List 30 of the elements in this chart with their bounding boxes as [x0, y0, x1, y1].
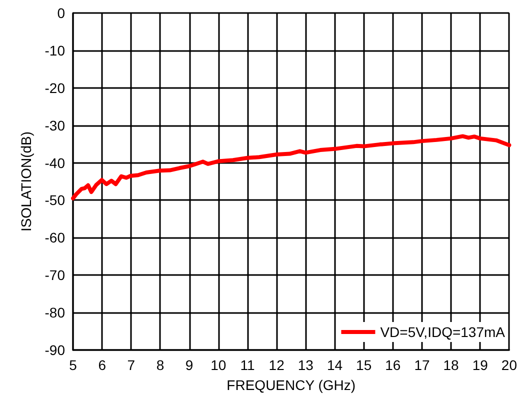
- x-tick-label: 9: [185, 357, 194, 373]
- x-tick-label: 12: [268, 357, 285, 373]
- y-tick-label: -10: [44, 42, 66, 58]
- y-tick-label: -70: [44, 267, 66, 284]
- x-tick-label: 20: [501, 357, 518, 373]
- y-tick-label: -30: [44, 117, 66, 134]
- x-tick-label: 18: [443, 357, 460, 373]
- line-series: [71, 134, 512, 200]
- x-tick-label: 7: [127, 357, 136, 373]
- x-tick-label: 8: [156, 357, 164, 373]
- y-tick-label: -80: [44, 304, 66, 321]
- legend-label: VD=5V,IDQ=137mA: [380, 324, 506, 340]
- y-tick-label: -60: [44, 230, 66, 246]
- x-tick-label: 16: [385, 357, 401, 373]
- x-tick-label: 15: [356, 357, 372, 373]
- x-tick-label: 11: [240, 357, 255, 373]
- y-tick-label: -20: [44, 80, 66, 96]
- x-tick-label: 13: [298, 357, 314, 373]
- x-tick-label: 14: [326, 357, 343, 373]
- y-axis-title: ISOLATION(dB): [18, 131, 34, 232]
- x-tick-label: 19: [472, 357, 488, 373]
- x-tick-label: 17: [414, 357, 430, 373]
- y-tick-label: -40: [44, 154, 66, 171]
- x-tick-label: 10: [210, 357, 226, 373]
- x-tick-label: 5: [69, 357, 78, 373]
- y-tick-label: -90: [44, 342, 66, 358]
- x-axis-title: FREQUENCY (GHz): [226, 377, 356, 393]
- y-tick-label: 0: [57, 5, 66, 21]
- y-tick-label: -50: [44, 192, 66, 208]
- x-tick-label: 6: [98, 357, 106, 373]
